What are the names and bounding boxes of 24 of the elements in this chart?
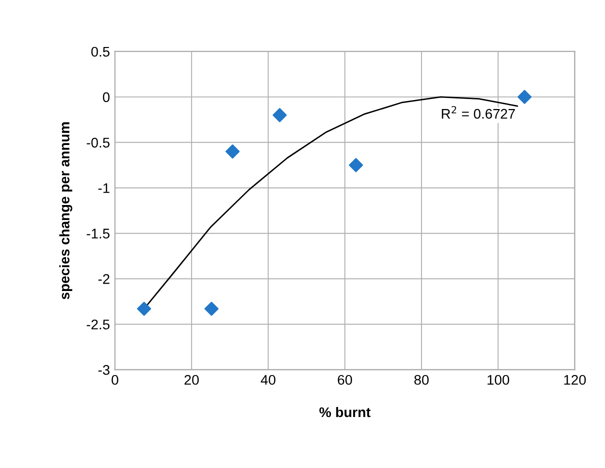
x-tick-label: 120 [564,374,586,385]
x-tick-label: 80 [414,374,429,385]
point [517,90,532,104]
y-tick-label: -1 [98,183,110,193]
y-axis-title: species change per annum [59,122,72,300]
y-tick-label: 0.5 [91,46,110,57]
point [348,158,364,172]
y-tick-label: -1.5 [86,228,110,238]
y-tick-label: -0.5 [86,138,110,148]
point [137,302,152,316]
point [204,302,219,316]
y-tick-label: 0 [102,92,110,102]
y-tick-label: -3 [98,365,110,375]
x-axis-title: % burnt [319,406,371,418]
x-tick-label: 20 [184,374,199,385]
point [272,108,287,122]
x-tick-label: 100 [488,374,510,385]
x-tick-label: 60 [338,374,352,385]
point [226,144,240,159]
annotation: R$^{2}$ = 0.6727 [442,106,515,119]
x-tick-label: 0 [112,374,118,385]
x-tick-label: 40 [260,374,276,385]
y-tick-label: -2.5 [86,320,110,330]
y-tick-label: -2 [98,274,110,284]
